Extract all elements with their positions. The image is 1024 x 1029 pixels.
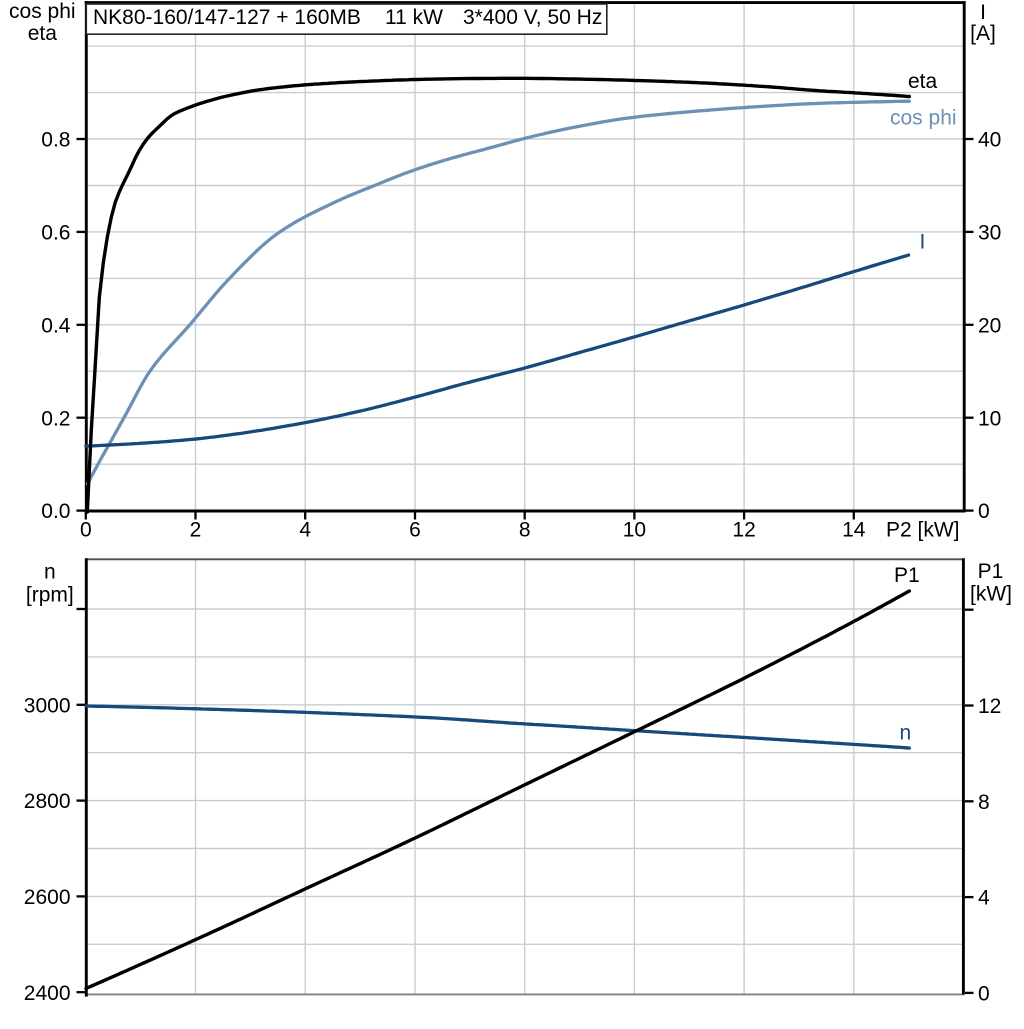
svg-text:0.8: 0.8	[41, 129, 70, 152]
svg-text:cos phi: cos phi	[9, 0, 76, 23]
svg-text:[rpm]: [rpm]	[26, 584, 74, 607]
svg-text:4: 4	[299, 519, 311, 542]
svg-text:[kW]: [kW]	[970, 582, 1012, 605]
svg-text:0: 0	[978, 983, 990, 1006]
svg-text:eta: eta	[28, 22, 58, 45]
svg-text:8: 8	[519, 519, 531, 542]
svg-text:0.0: 0.0	[41, 500, 70, 523]
svg-text:n: n	[44, 561, 56, 584]
svg-text:3*400 V, 50 Hz: 3*400 V, 50 Hz	[463, 6, 602, 29]
svg-text:11 kW: 11 kW	[385, 6, 443, 29]
svg-text:12: 12	[978, 695, 1001, 718]
svg-text:20: 20	[978, 314, 1001, 337]
svg-text:P1: P1	[894, 564, 920, 587]
svg-text:10: 10	[623, 519, 646, 542]
svg-text:2800: 2800	[24, 790, 71, 813]
svg-text:I: I	[980, 1, 986, 24]
svg-text:2600: 2600	[24, 886, 71, 909]
svg-text:0.2: 0.2	[41, 407, 70, 430]
svg-text:0.4: 0.4	[41, 314, 71, 337]
svg-text:2: 2	[190, 519, 202, 542]
svg-text:0.6: 0.6	[41, 222, 70, 245]
svg-text:eta: eta	[908, 70, 938, 93]
svg-text:0: 0	[978, 500, 990, 523]
svg-text:P2 [kW]: P2 [kW]	[886, 519, 960, 542]
svg-text:10: 10	[978, 407, 1001, 430]
svg-text:2400: 2400	[24, 982, 71, 1005]
svg-text:cos phi: cos phi	[890, 106, 957, 129]
svg-text:14: 14	[842, 519, 866, 542]
svg-text:0: 0	[80, 519, 92, 542]
svg-text:[A]: [A]	[970, 22, 996, 45]
svg-text:n: n	[900, 722, 912, 745]
svg-text:3000: 3000	[24, 694, 71, 717]
svg-text:NK80-160/147-127 + 160MB: NK80-160/147-127 + 160MB	[93, 6, 361, 29]
svg-text:I: I	[920, 230, 926, 253]
svg-text:30: 30	[978, 222, 1001, 245]
svg-text:8: 8	[978, 791, 990, 814]
svg-text:P1: P1	[978, 560, 1004, 583]
svg-text:12: 12	[732, 519, 755, 542]
svg-text:6: 6	[409, 519, 421, 542]
svg-text:40: 40	[978, 129, 1001, 152]
svg-text:4: 4	[978, 887, 990, 910]
